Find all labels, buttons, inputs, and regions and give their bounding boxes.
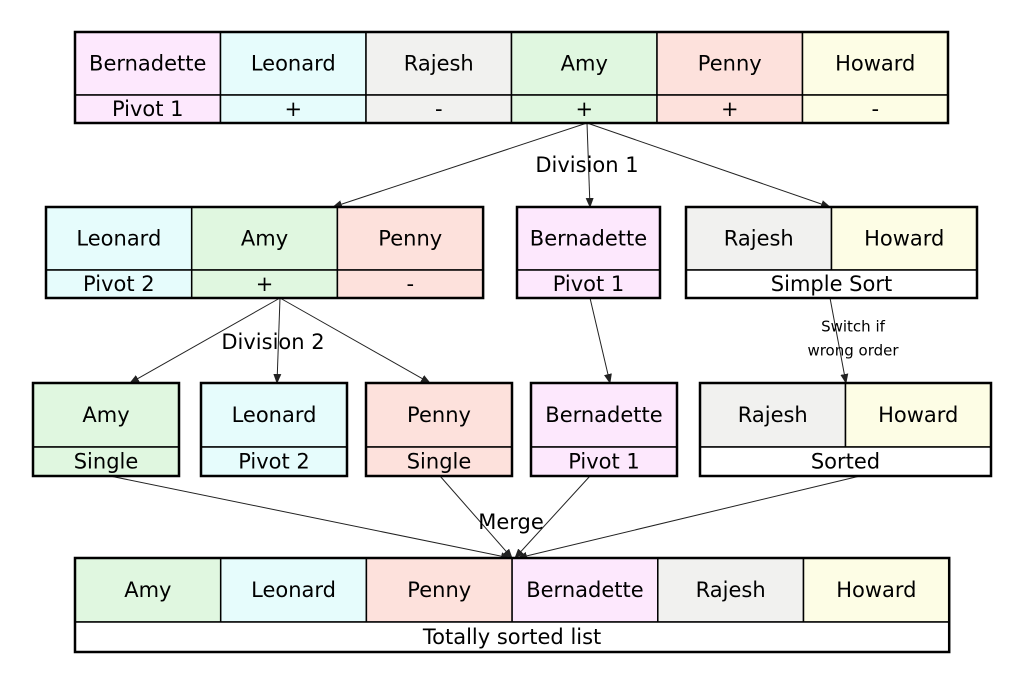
name: Penny <box>407 578 471 602</box>
name: Leonard <box>232 403 317 427</box>
name-cell <box>801 31 949 96</box>
name-cell <box>190 206 339 271</box>
arrow <box>279 297 431 384</box>
name-cell <box>844 382 992 448</box>
tag-cell <box>74 94 222 124</box>
name: Leonard <box>76 227 161 251</box>
name-cell <box>74 31 222 96</box>
name-cell <box>219 557 368 623</box>
arrow <box>332 122 588 208</box>
arrow <box>517 475 861 560</box>
group-border <box>44 205 485 300</box>
name: Howard <box>878 403 958 427</box>
name: Rajesh <box>696 578 766 602</box>
tag-cell <box>219 94 367 124</box>
tag: Pivot 1 <box>553 272 625 296</box>
tag: Single <box>74 450 139 474</box>
name-cell <box>200 382 348 448</box>
name: Rajesh <box>738 403 808 427</box>
arrow <box>589 297 612 384</box>
tag: + <box>284 97 302 121</box>
arrow <box>439 475 513 559</box>
arrow <box>829 297 849 384</box>
name: Bernadette <box>89 52 206 76</box>
arrow <box>514 475 591 559</box>
tag: + <box>721 97 739 121</box>
name: Amy <box>124 578 171 602</box>
tag: - <box>435 97 443 121</box>
note: Switch if <box>821 318 886 336</box>
name-cell <box>511 557 659 623</box>
tag-cell <box>45 269 193 299</box>
tag: Pivot 2 <box>238 450 310 474</box>
name-cell <box>685 206 833 271</box>
group-border <box>364 381 514 478</box>
tag: Pivot 1 <box>112 97 184 121</box>
arrow <box>129 297 281 384</box>
arrows <box>109 122 861 561</box>
division-label: Division 1 <box>535 153 638 177</box>
name: Penny <box>378 227 442 251</box>
name: Amy <box>561 52 608 76</box>
footer-cell <box>685 269 978 299</box>
footer: Totally sorted list <box>422 625 601 649</box>
name: Bernadette <box>545 403 662 427</box>
tag-cell <box>32 446 180 477</box>
tag-cell <box>656 94 804 124</box>
tag: Pivot 2 <box>83 272 155 296</box>
name-cell <box>45 206 193 271</box>
group-border <box>73 556 951 654</box>
group-border <box>31 381 181 478</box>
group-border <box>698 381 993 478</box>
name: Howard <box>836 578 916 602</box>
tag-cell <box>190 269 339 299</box>
name: Rajesh <box>404 52 474 76</box>
group-border <box>73 30 950 125</box>
name: Howard <box>864 227 944 251</box>
division-label: Division 2 <box>221 330 324 354</box>
name: Howard <box>835 52 915 76</box>
tag: Pivot 1 <box>568 450 640 474</box>
name-cell <box>510 31 658 96</box>
tag: + <box>575 97 593 121</box>
name: Penny <box>407 403 471 427</box>
name: Amy <box>82 403 129 427</box>
note: wrong order <box>807 342 899 360</box>
name: Leonard <box>251 578 336 602</box>
name: Bernadette <box>530 227 647 251</box>
name: Rajesh <box>724 227 794 251</box>
name-cell <box>516 206 661 271</box>
footer-cell <box>74 621 950 653</box>
name-cell <box>530 382 678 448</box>
arrow <box>585 122 594 208</box>
tag: - <box>871 97 879 121</box>
arrow <box>273 297 282 384</box>
name-cell <box>657 557 805 623</box>
name: Leonard <box>251 52 336 76</box>
group-border <box>529 381 679 478</box>
name: Bernadette <box>526 578 643 602</box>
tag: Single <box>407 450 472 474</box>
group-border <box>199 381 349 478</box>
footer: Sorted <box>811 450 880 474</box>
tag: - <box>406 272 414 296</box>
name-cell <box>336 206 484 271</box>
footer: Simple Sort <box>771 272 892 296</box>
group-border <box>684 205 979 300</box>
tag-cell <box>365 446 513 477</box>
name: Penny <box>698 52 762 76</box>
name-cell <box>32 382 180 448</box>
name: Amy <box>241 227 288 251</box>
merge-label: Merge <box>478 510 544 534</box>
arrow <box>109 475 511 561</box>
tag: + <box>256 272 274 296</box>
group-border <box>515 205 662 300</box>
arrow <box>586 122 831 208</box>
